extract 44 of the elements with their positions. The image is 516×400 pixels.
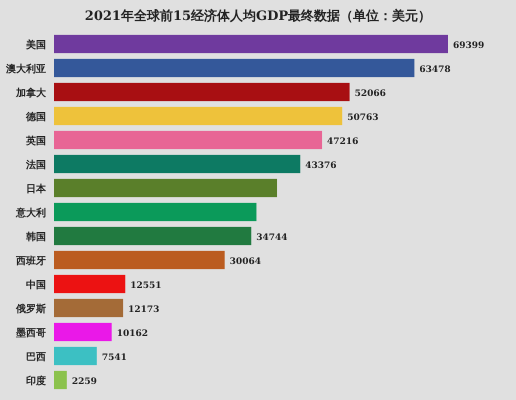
y-tick-label: 巴西 xyxy=(26,352,46,363)
bar xyxy=(54,106,342,126)
bar xyxy=(54,298,124,318)
data-label: 12173 xyxy=(128,305,160,315)
data-label: 47216 xyxy=(327,137,358,147)
bar xyxy=(54,322,112,342)
y-tick-label: 俄罗斯 xyxy=(15,303,46,315)
data-label: 63478 xyxy=(419,65,451,75)
y-tick-label: 英国 xyxy=(25,135,46,147)
chart-title: 2021年全球前15经济体人均GDP最终数据（单位：美元） xyxy=(84,8,432,24)
y-tick-label: 加拿大 xyxy=(15,87,47,99)
data-label: 2259 xyxy=(72,377,97,387)
data-label: 34744 xyxy=(256,233,288,243)
y-tick-label: 中国 xyxy=(26,279,46,291)
y-tick-label: 墨西哥 xyxy=(15,327,46,339)
y-tick-label: 印度 xyxy=(26,375,46,387)
y-tick-label: 澳大利亚 xyxy=(5,63,46,75)
data-label: 7541 xyxy=(102,353,127,363)
bar xyxy=(54,178,278,198)
y-tick-label: 意大利 xyxy=(15,207,46,219)
y-tick-label: 西班牙 xyxy=(15,255,46,267)
data-label: 30064 xyxy=(230,257,261,267)
data-label: 10162 xyxy=(116,329,148,339)
data-label: 12551 xyxy=(130,281,162,291)
bar xyxy=(54,130,322,150)
bar xyxy=(54,250,225,270)
y-tick-label: 德国 xyxy=(25,111,46,123)
data-label: 43376 xyxy=(305,161,337,171)
data-label: 50763 xyxy=(347,113,379,123)
bar xyxy=(54,34,448,54)
bar xyxy=(54,226,252,246)
bar xyxy=(54,58,414,78)
bar xyxy=(54,370,67,390)
bar xyxy=(54,82,350,102)
bar xyxy=(54,274,126,294)
data-label: 69399 xyxy=(453,41,484,51)
bar xyxy=(54,154,300,174)
y-tick-label: 韩国 xyxy=(25,231,46,243)
data-label: 52066 xyxy=(354,89,386,99)
bar xyxy=(54,346,97,366)
y-tick-label: 法国 xyxy=(25,159,46,171)
y-tick-label: 美国 xyxy=(25,39,46,51)
y-tick-label: 日本 xyxy=(26,183,47,195)
bar xyxy=(54,202,256,222)
